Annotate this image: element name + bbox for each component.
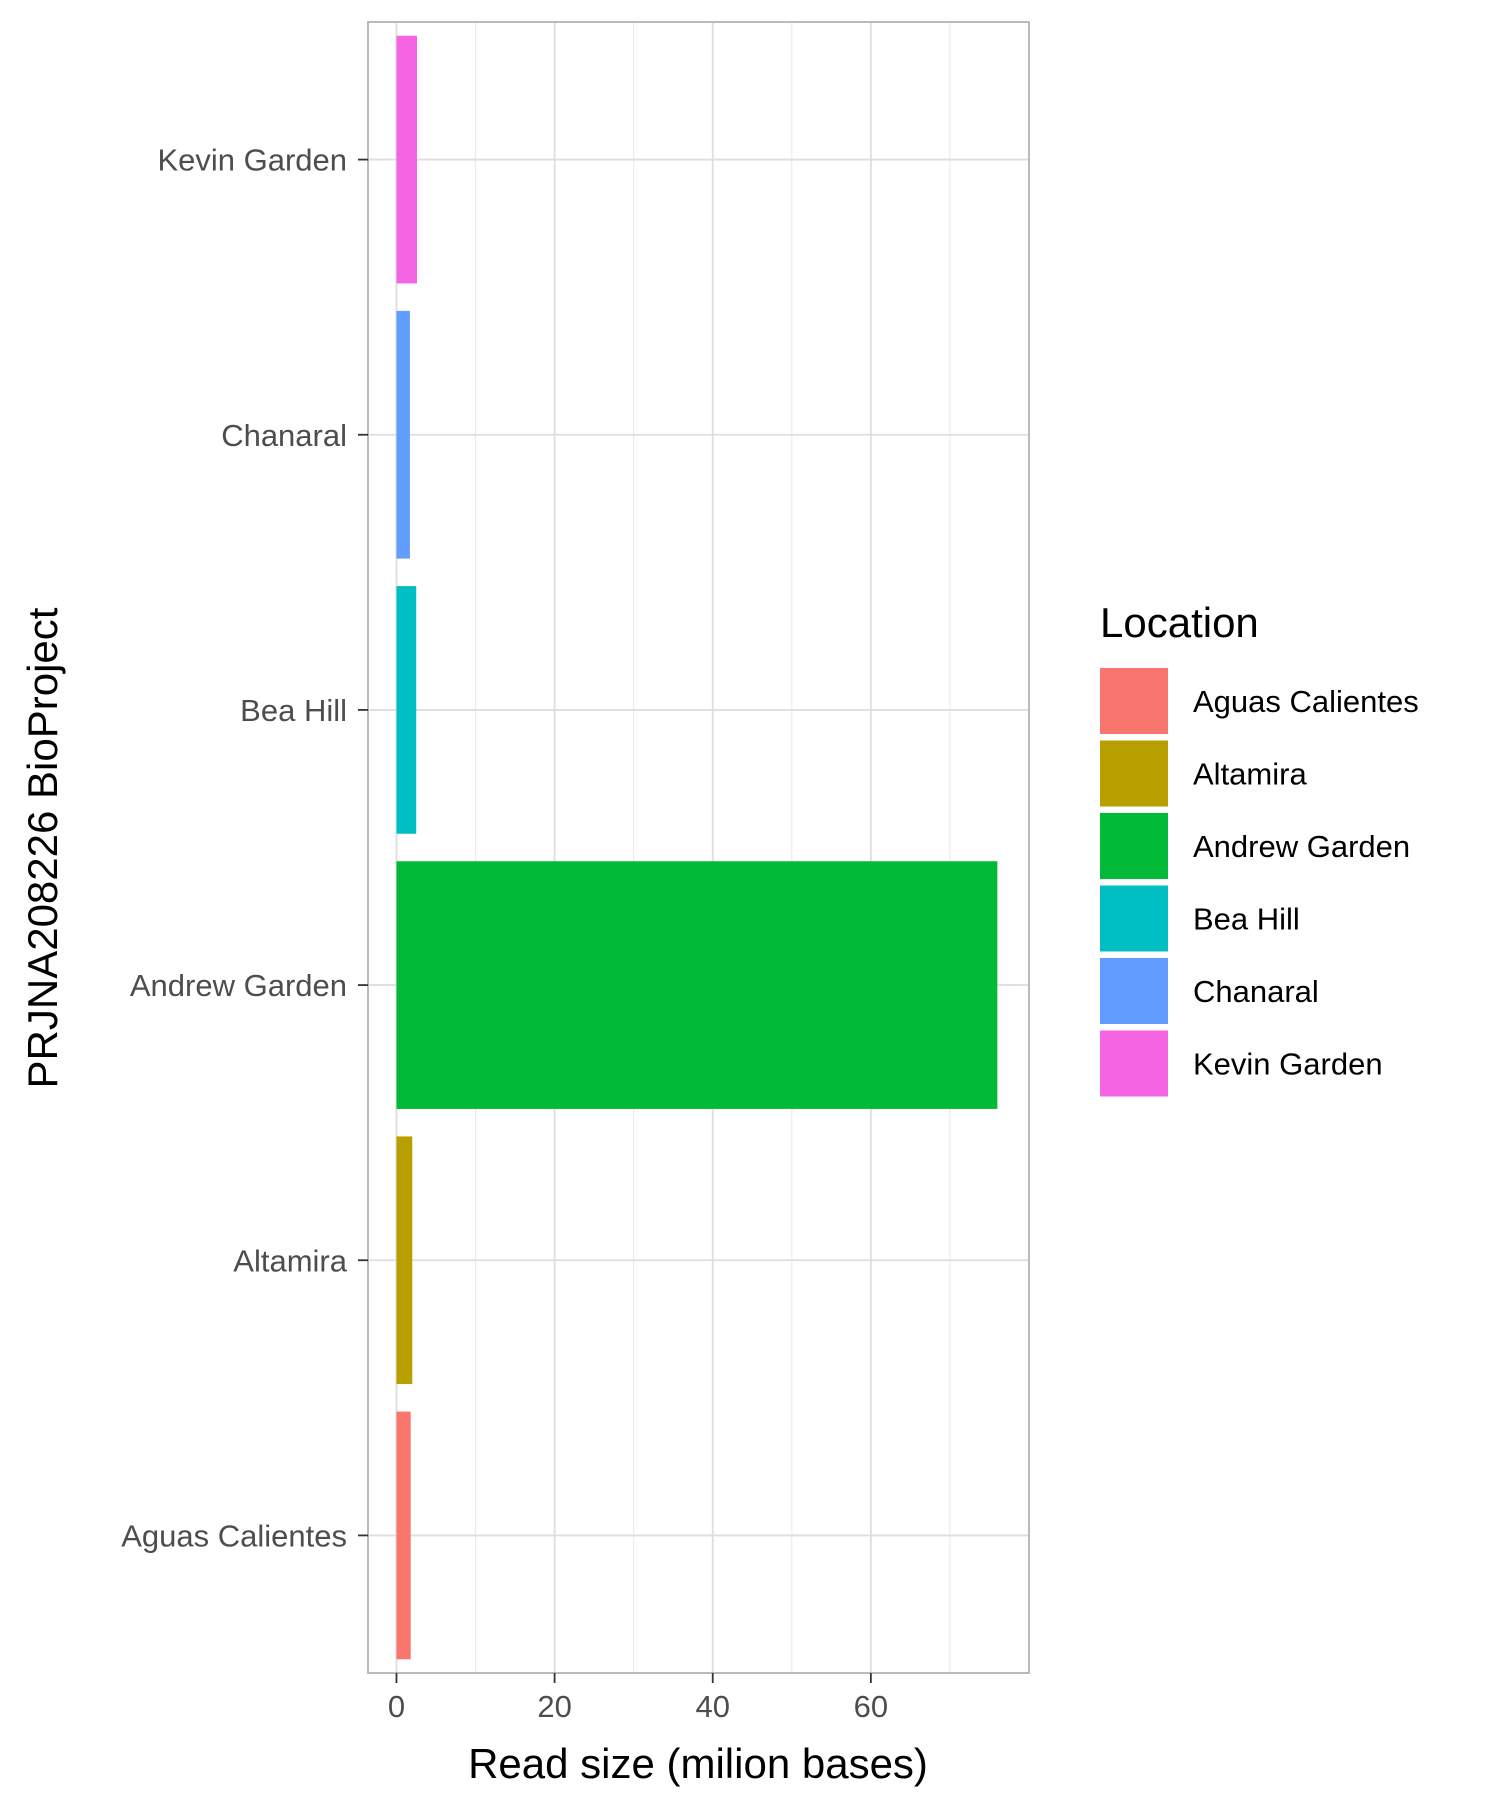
legend-key-aguas-calientes <box>1100 668 1168 734</box>
y-tick-label: Bea Hill <box>240 693 347 728</box>
plot-panel-background <box>368 22 1029 1673</box>
bar-andrew-garden <box>396 861 998 1109</box>
y-tick-label: Andrew Garden <box>130 968 347 1003</box>
plot-panel-border <box>367 21 1030 1674</box>
legend-label: Kevin Garden <box>1193 1047 1383 1082</box>
bar-altamira <box>396 1136 413 1385</box>
legend-key-chanaral <box>1100 958 1168 1024</box>
x-tick-label: 20 <box>537 1689 571 1724</box>
bar-aguas-calientes <box>396 1411 411 1660</box>
bar-bea-hill <box>396 586 417 834</box>
legend-label: Andrew Garden <box>1193 829 1410 864</box>
legend-label: Altamira <box>1193 757 1307 792</box>
legend-label: Bea Hill <box>1193 902 1300 937</box>
legend-key-andrew-garden <box>1100 813 1168 879</box>
legend-key-bea-hill <box>1100 885 1168 952</box>
y-tick-label: Altamira <box>233 1243 347 1278</box>
y-tick-label: Chanaral <box>221 418 347 453</box>
legend-title: Location <box>1100 599 1259 646</box>
bar-chanaral <box>396 310 410 559</box>
x-axis: 0 20 40 60 <box>388 1673 888 1724</box>
x-tick-label: 40 <box>695 1689 729 1724</box>
legend-label: Aguas Calientes <box>1193 684 1419 719</box>
y-axis: Aguas Calientes Altamira Andrew Garden Bea … <box>121 143 368 1553</box>
bar-kevin-garden <box>396 35 418 284</box>
legend: Location Aguas Calientes Altamira Andrew G… <box>1100 599 1419 1097</box>
legend-key-kevin-garden <box>1100 1030 1168 1097</box>
legend-key-altamira <box>1100 740 1168 807</box>
x-axis-title: Read size (milion bases) <box>468 1740 928 1787</box>
bars <box>396 35 998 1660</box>
x-tick-label: 60 <box>854 1689 888 1724</box>
legend-label: Chanaral <box>1193 974 1319 1009</box>
y-tick-label: Aguas Calientes <box>121 1518 347 1553</box>
x-tick-label: 0 <box>388 1689 405 1724</box>
y-tick-label: Kevin Garden <box>157 143 347 178</box>
y-axis-title: PRJNA208226 BioProject <box>19 607 66 1088</box>
